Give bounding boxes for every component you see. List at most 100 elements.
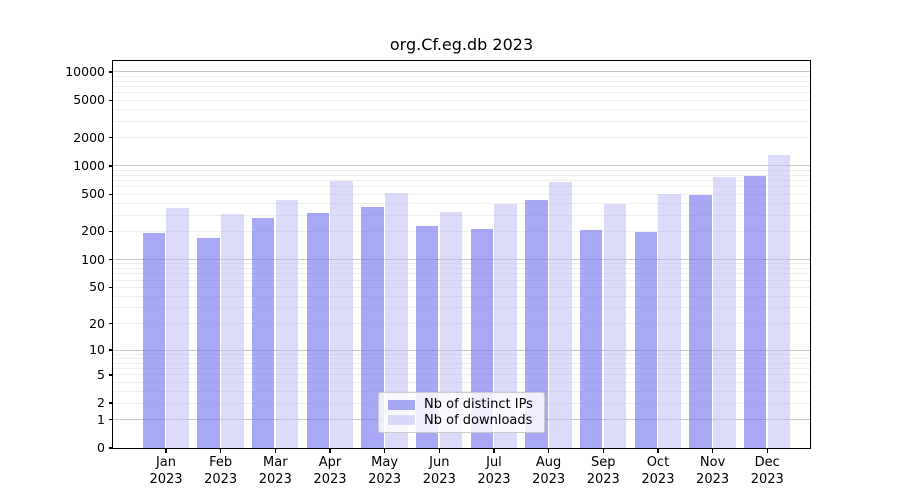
y-tick-label-100: 100 — [81, 251, 105, 267]
legend-label-distinct-ips: Nb of distinct IPs — [424, 397, 533, 413]
x-tick-label-jan-2023: Jan 2023 — [149, 455, 183, 487]
gridline-8000 — [113, 80, 810, 82]
y-tick-mark-50 — [108, 286, 113, 289]
gridline-4000 — [113, 108, 810, 110]
x-tick-mark-feb-2023 — [219, 448, 222, 453]
y-tick-label-5: 5 — [97, 366, 105, 382]
x-tick-mark-jul-2023 — [493, 448, 495, 453]
bar-nb-of-downloads-sep-2023 — [603, 204, 627, 448]
y-tick-label-0: 0 — [97, 440, 105, 455]
x-tick-mark-sep-2023 — [602, 448, 604, 453]
y-tick-mark-10000 — [108, 71, 113, 73]
y-tick-label-500: 500 — [81, 186, 105, 202]
bar-nb-of-downloads-mar-2023 — [275, 199, 299, 448]
bar-nb-of-downloads-nov-2023 — [713, 177, 736, 448]
x-tick-mark-aug-2023 — [547, 448, 550, 453]
y-tick-mark-100 — [108, 258, 113, 261]
chart-title: org.Cf.eg.db 2023 — [389, 35, 534, 54]
x-tick-mark-jun-2023 — [438, 448, 440, 453]
x-tick-label-mar-2023: Mar 2023 — [258, 455, 292, 487]
y-tick-label-2000: 2000 — [73, 129, 105, 145]
y-tick-label-10000: 10000 — [65, 63, 105, 79]
y-tick-mark-20 — [108, 323, 113, 325]
y-tick-label-1: 1 — [97, 411, 105, 427]
y-tick-label-50: 50 — [89, 279, 105, 295]
x-tick-mark-may-2023 — [383, 448, 386, 453]
gridline-5000 — [113, 99, 810, 101]
bar-nb-of-distinct-ips-may-2023 — [361, 207, 384, 448]
bar-nb-of-distinct-ips-nov-2023 — [689, 195, 712, 448]
legend-label-downloads: Nb of downloads — [424, 412, 533, 428]
y-tick-label-200: 200 — [81, 223, 105, 239]
y-tick-mark-1 — [108, 419, 113, 421]
x-tick-mark-jan-2023 — [165, 448, 167, 453]
x-tick-label-may-2023: May 2023 — [368, 455, 402, 487]
gridline-6000 — [113, 92, 810, 94]
plot-area: Nb of distinct IPs Nb of downloads — [112, 60, 811, 449]
bar-nb-of-distinct-ips-feb-2023 — [197, 237, 220, 448]
x-tick-label-apr-2023: Apr 2023 — [313, 455, 347, 487]
gridline-9000 — [113, 75, 810, 77]
gridline-3000 — [113, 120, 810, 122]
x-tick-mark-oct-2023 — [657, 448, 659, 453]
gridline-900 — [113, 169, 810, 171]
x-tick-label-dec-2023: Dec 2023 — [750, 455, 784, 487]
bar-nb-of-downloads-may-2023 — [385, 193, 408, 448]
bar-nb-of-distinct-ips-dec-2023 — [743, 176, 767, 448]
gridline-2000 — [113, 137, 810, 139]
bar-nb-of-downloads-jun-2023 — [439, 211, 463, 448]
y-tick-label-10: 10 — [89, 342, 105, 358]
bar-nb-of-distinct-ips-apr-2023 — [306, 213, 330, 448]
y-tick-label-20: 20 — [89, 315, 105, 331]
gridline-1000 — [113, 165, 810, 167]
y-tick-mark-10 — [108, 349, 113, 351]
x-tick-label-nov-2023: Nov 2023 — [696, 455, 730, 487]
bar-nb-of-downloads-oct-2023 — [658, 194, 681, 448]
x-tick-label-oct-2023: Oct 2023 — [641, 455, 675, 487]
y-tick-mark-2 — [108, 402, 113, 404]
legend-swatch-downloads — [388, 415, 415, 426]
gridline-600 — [113, 186, 810, 188]
legend-item-distinct-ips: Nb of distinct IPs — [388, 397, 535, 412]
y-tick-mark-2000 — [108, 136, 113, 139]
bar-nb-of-distinct-ips-sep-2023 — [579, 230, 603, 448]
x-tick-label-feb-2023: Feb 2023 — [204, 455, 238, 487]
x-tick-mark-dec-2023 — [766, 448, 768, 453]
gridline-7000 — [113, 86, 810, 88]
y-tick-label-2: 2 — [97, 395, 105, 411]
gridline-500 — [113, 193, 810, 195]
x-tick-label-jul-2023: Jul 2023 — [477, 455, 511, 487]
bar-nb-of-downloads-apr-2023 — [330, 180, 353, 448]
bar-nb-of-downloads-jul-2023 — [494, 203, 517, 448]
x-tick-mark-apr-2023 — [329, 448, 331, 453]
bar-nb-of-downloads-aug-2023 — [549, 182, 572, 448]
x-tick-mark-nov-2023 — [711, 448, 714, 453]
y-tick-label-5000: 5000 — [73, 92, 105, 108]
y-tick-label-1000: 1000 — [73, 157, 105, 173]
bar-nb-of-downloads-feb-2023 — [221, 213, 244, 448]
legend: Nb of distinct IPs Nb of downloads — [378, 392, 545, 433]
legend-item-downloads: Nb of downloads — [388, 413, 535, 428]
y-tick-mark-500 — [108, 193, 113, 195]
x-tick-mark-mar-2023 — [274, 448, 276, 453]
bar-nb-of-downloads-jan-2023 — [166, 207, 189, 448]
bar-nb-of-distinct-ips-oct-2023 — [634, 231, 658, 448]
gridline-400 — [113, 202, 810, 204]
gridline-800 — [113, 174, 810, 176]
bar-nb-of-distinct-ips-mar-2023 — [251, 217, 275, 448]
x-tick-label-jun-2023: Jun 2023 — [422, 455, 456, 487]
y-tick-mark-5 — [108, 374, 113, 376]
gridline-700 — [113, 180, 810, 181]
x-tick-label-sep-2023: Sep 2023 — [586, 455, 620, 487]
legend-swatch-distinct-ips — [388, 399, 415, 410]
x-tick-label-aug-2023: Aug 2023 — [532, 455, 566, 487]
y-tick-mark-200 — [108, 230, 113, 233]
y-tick-mark-1000 — [108, 165, 113, 167]
bar-nb-of-distinct-ips-aug-2023 — [525, 200, 548, 448]
bar-nb-of-distinct-ips-jan-2023 — [142, 232, 166, 448]
y-tick-mark-0 — [108, 447, 113, 449]
bar-nb-of-downloads-dec-2023 — [767, 155, 791, 448]
gridline-10000 — [113, 71, 810, 73]
y-tick-mark-5000 — [108, 99, 113, 101]
